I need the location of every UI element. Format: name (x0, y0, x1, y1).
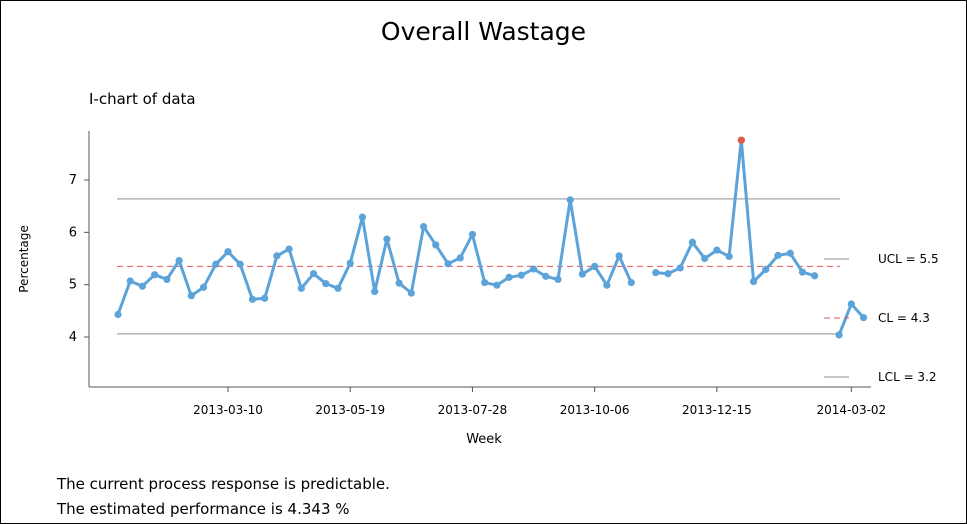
data-point (395, 279, 403, 287)
data-point (273, 252, 281, 260)
data-point (456, 254, 464, 262)
data-point (566, 196, 574, 204)
data-point (334, 284, 342, 292)
data-point (261, 294, 269, 302)
y-tick-label: 4 (69, 330, 77, 345)
data-point (297, 284, 305, 292)
data-point (529, 265, 538, 273)
data-point (847, 300, 855, 308)
data-point (432, 241, 440, 249)
data-point (358, 213, 367, 221)
data-point (627, 278, 635, 287)
data-point (713, 246, 721, 254)
data-point (517, 271, 525, 279)
data-point (493, 281, 501, 289)
data-point (309, 270, 318, 278)
data-point (652, 269, 660, 277)
performance-note: The estimated performance is 4.343 % (57, 500, 350, 518)
data-point (701, 254, 709, 263)
data-point (835, 331, 843, 339)
data-point (285, 245, 293, 253)
data-point (322, 280, 330, 288)
data-point (859, 314, 868, 322)
data-point (774, 251, 782, 259)
data-point (126, 277, 134, 285)
x-tick-label: 2013-07-28 (438, 403, 508, 417)
data-point (615, 252, 623, 260)
data-point (578, 270, 587, 278)
series-line-segment-3 (837, 302, 866, 337)
data-point (676, 264, 684, 272)
data-point (419, 222, 428, 231)
data-point (236, 260, 244, 268)
legend-label: UCL = 5.5 (878, 252, 939, 266)
data-point (383, 235, 391, 243)
data-point (187, 292, 195, 300)
data-point (151, 271, 159, 279)
data-point (224, 248, 232, 256)
series-line-segment-1 (116, 198, 633, 316)
data-point (591, 262, 599, 270)
x-axis-label: Week (466, 432, 502, 447)
data-point (603, 281, 611, 289)
data-point (407, 289, 415, 297)
data-point (811, 272, 819, 280)
data-point (505, 273, 513, 281)
chart-title: Overall Wastage (380, 17, 587, 46)
data-point (664, 270, 672, 278)
x-tick-label: 2014-03-02 (816, 403, 886, 417)
data-point (346, 259, 354, 267)
outlier-point (737, 136, 745, 144)
data-point (199, 283, 208, 291)
legend-label: CL = 4.3 (878, 311, 930, 325)
data-point (114, 310, 122, 319)
data-point (749, 277, 758, 286)
data-point (725, 252, 733, 261)
data-point (688, 238, 697, 246)
y-tick-label: 5 (69, 278, 77, 293)
data-point (138, 282, 147, 290)
data-point (542, 272, 550, 280)
predictability-note: The current process response is predicta… (57, 475, 390, 493)
chart-subtitle: I-chart of data (89, 90, 196, 108)
x-tick-label: 2013-10-06 (560, 403, 630, 417)
data-point (798, 268, 807, 276)
x-tick-label: 2013-05-19 (315, 403, 385, 417)
data-point (468, 230, 477, 239)
data-point (248, 295, 257, 303)
data-point (371, 287, 379, 296)
data-point (554, 275, 562, 284)
data-point (762, 265, 770, 274)
data-point (212, 260, 220, 268)
data-point (175, 256, 183, 265)
data-point (163, 275, 171, 284)
data-point (481, 278, 489, 287)
data-point (444, 260, 452, 268)
legend-label: LCL = 3.2 (878, 370, 937, 384)
x-tick-label: 2013-12-15 (682, 403, 752, 417)
y-tick-label: 7 (69, 173, 77, 188)
series-line-segment-2 (654, 138, 817, 283)
data-point (786, 249, 794, 257)
x-tick-label: 2013-03-10 (193, 403, 263, 417)
y-tick-label: 6 (69, 225, 77, 240)
y-axis-label: Percentage (17, 225, 31, 293)
